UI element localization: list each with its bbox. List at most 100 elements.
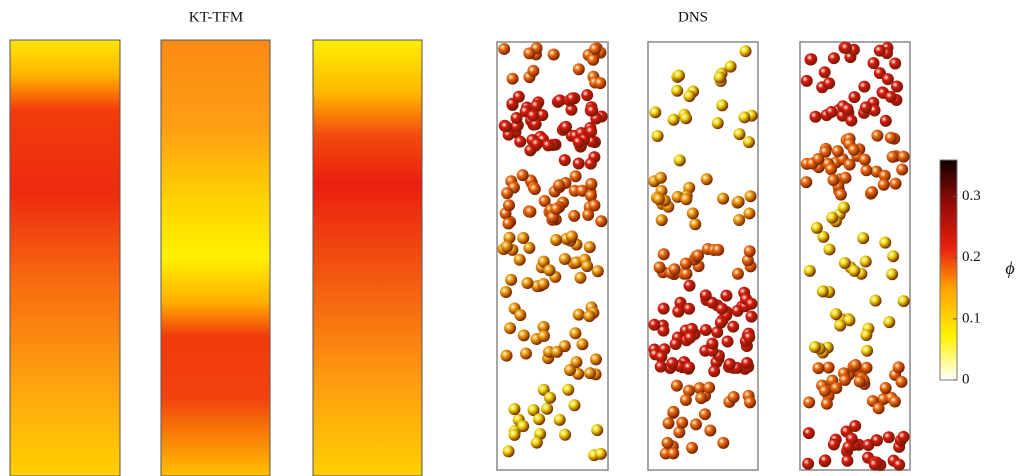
particle [683,90,695,102]
particle [590,353,602,365]
particle [667,406,679,418]
particle [568,399,580,411]
particle [743,136,755,148]
particle [878,179,890,191]
particle [706,338,718,350]
particle [838,202,850,214]
particle [717,193,729,205]
particle [680,258,692,270]
particle [874,45,886,57]
particle [501,240,513,252]
colorbar-tick-label: 0 [962,371,970,387]
particle [684,280,696,292]
particle [733,214,745,226]
particle [680,268,692,280]
figure: KT-TFM DNS ϕ 00.10.20.3 [0,0,1023,476]
particle [733,196,745,208]
particle [860,101,872,113]
particle [673,70,685,82]
particle [871,130,883,142]
particle [745,311,757,323]
tfm-panel [313,40,422,476]
particle [857,232,869,244]
particle [570,170,582,182]
particle [569,327,581,339]
particle [819,454,831,466]
particle [670,338,682,350]
particle [898,431,910,443]
particle [680,112,692,124]
particle [524,206,536,218]
particle [553,179,565,191]
particle [893,361,905,373]
particle [873,402,885,414]
particle [738,111,750,123]
particle [584,367,596,379]
particle [663,417,675,429]
particle [550,234,562,246]
particle [544,264,556,276]
particle [686,442,698,454]
particle [654,261,666,273]
particle [680,193,692,205]
particle [690,418,702,430]
particle [687,207,699,219]
particle [727,321,739,333]
particle [841,103,853,115]
particle [588,199,600,211]
particle [701,173,713,185]
particle [823,244,835,256]
particle [848,91,860,103]
particle [514,309,526,321]
particle [699,408,711,420]
particle [666,357,678,369]
particle [501,187,513,199]
particle [819,385,831,397]
particle [858,81,870,93]
particle [841,455,853,467]
particle [667,447,679,459]
particle [825,106,837,118]
particle [521,277,533,289]
particle [823,361,835,373]
particle [835,189,847,201]
particle [503,445,515,457]
particle [745,190,757,202]
particle [592,265,604,277]
particle [683,303,695,315]
left-title: KT-TFM [189,9,243,25]
particle [566,92,578,104]
particle [661,437,673,449]
particle [712,117,724,129]
particle [854,375,866,387]
particle [508,403,520,415]
particle [585,178,597,190]
particle [586,105,598,117]
particle [716,99,728,111]
particle [559,154,571,166]
particle [669,263,681,275]
particle [576,338,588,350]
particle [573,309,585,321]
particle [514,136,526,148]
particle [574,272,586,284]
particle [889,58,901,70]
particle [861,345,873,357]
particle [531,437,543,449]
particle [680,394,692,406]
particle [812,153,824,165]
particle [531,138,543,150]
particle [668,114,680,126]
particle [891,80,903,92]
colorbar-tick-label: 0.2 [962,249,981,265]
particle [655,172,667,184]
particle [648,319,660,331]
particle [823,77,835,89]
particle [889,395,901,407]
particle [658,303,670,315]
particle [591,424,603,436]
particle [886,268,898,280]
particle [821,398,833,410]
particle [827,174,839,186]
particle [505,274,517,286]
